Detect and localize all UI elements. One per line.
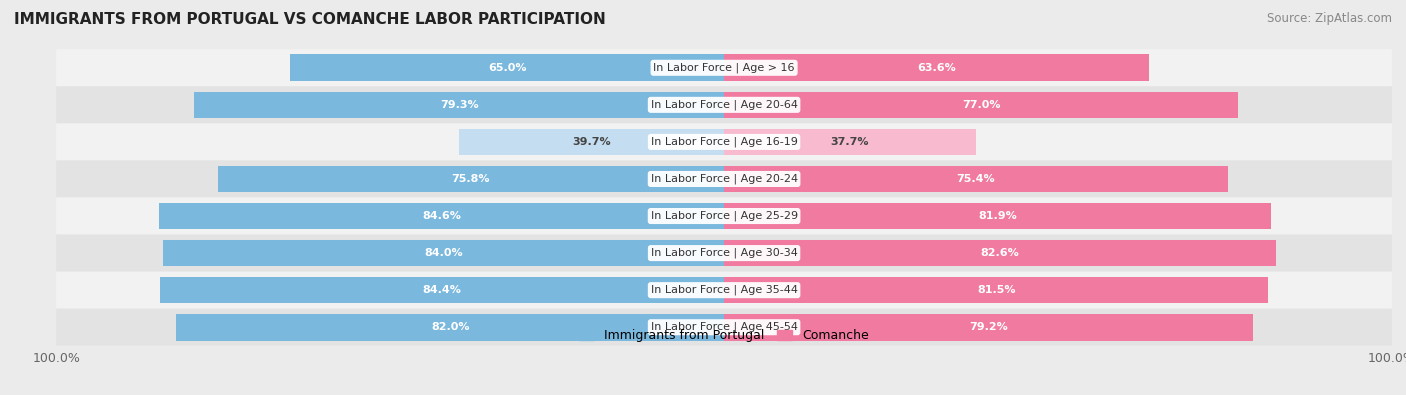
Bar bbox=[724, 203, 1271, 229]
Text: In Labor Force | Age 45-54: In Labor Force | Age 45-54 bbox=[651, 322, 797, 333]
Text: 81.5%: 81.5% bbox=[977, 285, 1015, 295]
Text: In Labor Force | Age 25-29: In Labor Force | Age 25-29 bbox=[651, 211, 797, 221]
Text: 82.0%: 82.0% bbox=[432, 322, 470, 332]
Text: In Labor Force | Age 20-24: In Labor Force | Age 20-24 bbox=[651, 174, 797, 184]
Text: 81.9%: 81.9% bbox=[979, 211, 1017, 221]
Text: 82.6%: 82.6% bbox=[980, 248, 1019, 258]
Text: IMMIGRANTS FROM PORTUGAL VS COMANCHE LABOR PARTICIPATION: IMMIGRANTS FROM PORTUGAL VS COMANCHE LAB… bbox=[14, 12, 606, 27]
Bar bbox=[724, 277, 1268, 303]
Text: In Labor Force | Age > 16: In Labor Force | Age > 16 bbox=[654, 62, 794, 73]
Bar bbox=[218, 166, 724, 192]
Bar bbox=[160, 277, 724, 303]
Bar bbox=[290, 55, 724, 81]
Bar bbox=[724, 128, 976, 155]
FancyBboxPatch shape bbox=[56, 49, 1392, 87]
Text: 75.4%: 75.4% bbox=[956, 174, 995, 184]
Bar bbox=[724, 166, 1227, 192]
Text: In Labor Force | Age 35-44: In Labor Force | Age 35-44 bbox=[651, 285, 797, 295]
Text: In Labor Force | Age 30-34: In Labor Force | Age 30-34 bbox=[651, 248, 797, 258]
Text: 79.3%: 79.3% bbox=[440, 100, 478, 110]
FancyBboxPatch shape bbox=[56, 272, 1392, 308]
FancyBboxPatch shape bbox=[56, 87, 1392, 123]
FancyBboxPatch shape bbox=[56, 160, 1392, 198]
Bar bbox=[724, 92, 1239, 118]
Legend: Immigrants from Portugal, Comanche: Immigrants from Portugal, Comanche bbox=[574, 324, 875, 347]
Text: 79.2%: 79.2% bbox=[969, 322, 1008, 332]
Bar bbox=[194, 92, 724, 118]
Text: 84.4%: 84.4% bbox=[423, 285, 461, 295]
Text: 37.7%: 37.7% bbox=[831, 137, 869, 147]
Text: 75.8%: 75.8% bbox=[451, 174, 491, 184]
FancyBboxPatch shape bbox=[56, 198, 1392, 235]
FancyBboxPatch shape bbox=[56, 123, 1392, 160]
Text: 63.6%: 63.6% bbox=[917, 63, 956, 73]
Bar bbox=[724, 240, 1275, 267]
Text: 84.0%: 84.0% bbox=[425, 248, 463, 258]
Bar bbox=[163, 240, 724, 267]
Text: 84.6%: 84.6% bbox=[422, 211, 461, 221]
FancyBboxPatch shape bbox=[56, 308, 1392, 346]
Bar bbox=[177, 314, 724, 340]
FancyBboxPatch shape bbox=[56, 235, 1392, 272]
Text: Source: ZipAtlas.com: Source: ZipAtlas.com bbox=[1267, 12, 1392, 25]
Text: In Labor Force | Age 20-64: In Labor Force | Age 20-64 bbox=[651, 100, 797, 110]
Text: 39.7%: 39.7% bbox=[572, 137, 610, 147]
Text: In Labor Force | Age 16-19: In Labor Force | Age 16-19 bbox=[651, 137, 797, 147]
Text: 65.0%: 65.0% bbox=[488, 63, 526, 73]
Bar bbox=[159, 203, 724, 229]
Bar bbox=[458, 128, 724, 155]
Bar bbox=[724, 314, 1253, 340]
Bar bbox=[724, 55, 1149, 81]
Text: 77.0%: 77.0% bbox=[962, 100, 1001, 110]
